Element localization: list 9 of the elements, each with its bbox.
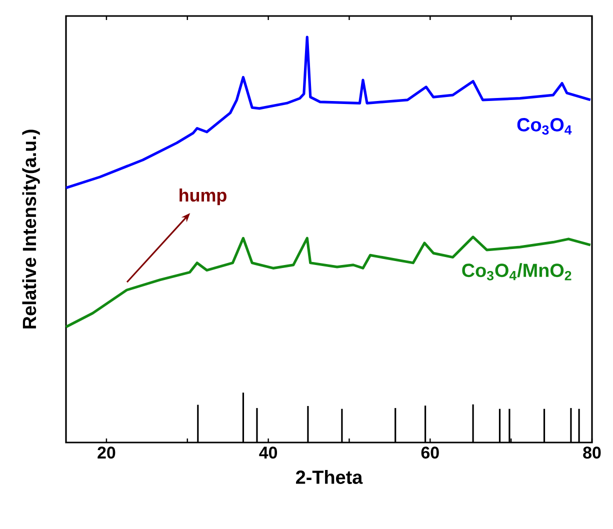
x-tick-label: 40 xyxy=(259,446,278,459)
x-axis-title: 2-Theta xyxy=(296,470,363,484)
y-axis-title: Relative Intensity(a.u.) xyxy=(22,130,40,328)
series-label: Co$_{3}$O$_{4}$ xyxy=(517,118,572,135)
annotation: hump xyxy=(180,188,226,206)
x-tick-label: 60 xyxy=(421,446,439,459)
x-tick-label: 20 xyxy=(98,446,116,459)
series-label: Co$_{3}$O$_{4}$/MnO$_{2}$ xyxy=(462,263,572,280)
x-tick-label: 80 xyxy=(583,446,601,459)
